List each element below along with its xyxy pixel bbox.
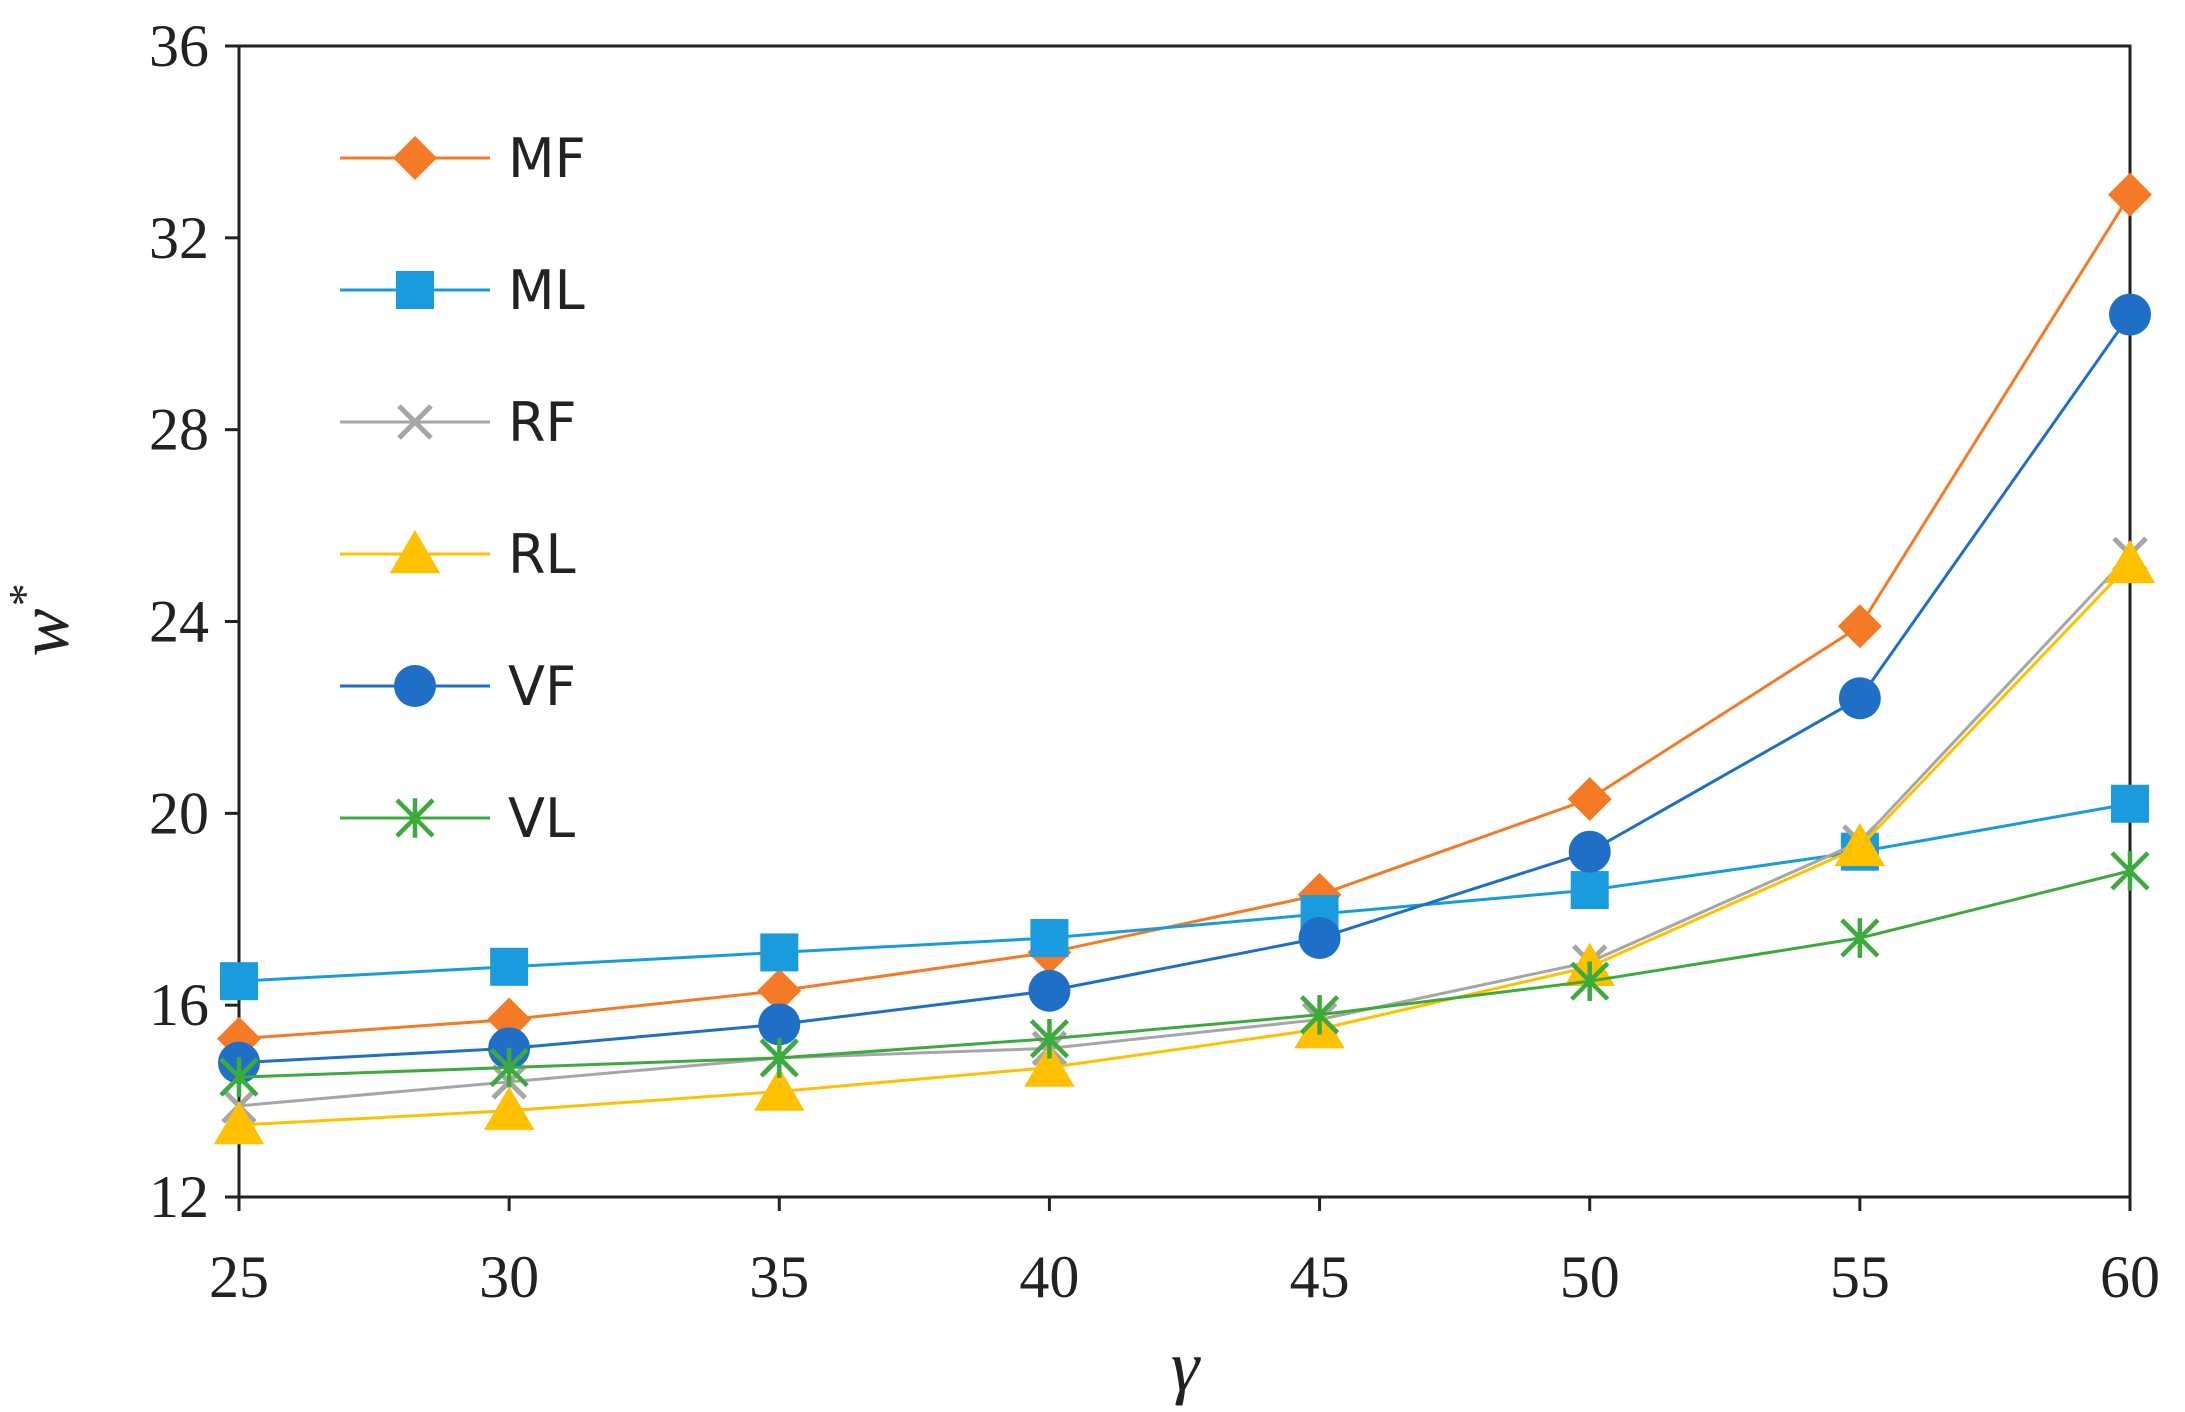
legend-marker xyxy=(394,665,436,707)
data-point-vf xyxy=(758,1003,801,1046)
legend-label: RF xyxy=(508,391,577,454)
legend-label: VL xyxy=(508,787,575,850)
data-point-rl xyxy=(754,1067,805,1111)
y-tick-label: 32 xyxy=(149,205,209,271)
data-point-mf xyxy=(1837,604,1882,649)
series-line-ml xyxy=(238,802,2131,983)
x-tick-label: 60 xyxy=(2100,1244,2160,1310)
series-layer xyxy=(213,172,2156,1145)
data-point-vf xyxy=(1298,917,1341,960)
x-tick-label: 25 xyxy=(209,1244,269,1310)
y-axis-title-superscript: * xyxy=(0,585,50,608)
legend-label: RL xyxy=(508,523,576,586)
legend-item-ml: ML xyxy=(340,259,585,322)
legend-label: ML xyxy=(508,259,585,322)
y-axis-title-main: w xyxy=(4,608,84,656)
x-tick-label: 30 xyxy=(479,1244,539,1310)
x-axis-title: γ xyxy=(1171,1326,1201,1406)
legend: MF ML RF RL VF VL xyxy=(340,127,586,850)
y-tick-label: 24 xyxy=(149,589,209,655)
data-point-vl xyxy=(489,1047,529,1088)
legend-item-vl: VL xyxy=(340,787,575,850)
legend-label: MF xyxy=(508,127,586,190)
x-tick-label: 45 xyxy=(1290,1244,1350,1310)
series-line-vl xyxy=(238,869,2131,1079)
data-point-vl xyxy=(1029,1018,1070,1059)
y-tick-label: 20 xyxy=(149,780,209,846)
series-line-vf xyxy=(238,313,2132,1065)
legend-marker xyxy=(396,271,434,309)
x-tick-label: 55 xyxy=(1830,1244,1890,1310)
data-point-mf xyxy=(2108,172,2152,217)
data-point-rl xyxy=(213,1101,265,1145)
data-point-ml xyxy=(1030,919,1069,958)
data-point-vf xyxy=(2109,293,2151,336)
data-point-vl xyxy=(219,1057,259,1097)
series-line-mf xyxy=(238,193,2132,1041)
y-tick-label: 28 xyxy=(149,397,209,463)
series-line-rl xyxy=(238,562,2132,1127)
data-point-vf xyxy=(1568,830,1611,873)
series-mf xyxy=(217,172,2152,1061)
data-point-ml xyxy=(490,947,529,986)
legend-marker xyxy=(397,404,433,440)
legend-item-mf: MF xyxy=(340,127,586,190)
y-tick-label: 12 xyxy=(149,1164,209,1230)
legend-item-rl: RL xyxy=(340,523,576,586)
legend-label: VF xyxy=(508,655,576,718)
x-tick-label: 40 xyxy=(1019,1244,1079,1310)
data-point-rl xyxy=(2104,539,2156,584)
data-point-rl xyxy=(483,1086,535,1130)
data-point-vl xyxy=(759,1038,799,1078)
legend-marker xyxy=(389,530,441,574)
data-point-rl xyxy=(1834,822,1886,867)
data-point-ml xyxy=(1570,871,1609,910)
data-point-rl xyxy=(1024,1043,1075,1087)
data-point-vf xyxy=(1838,677,1881,720)
data-point-ml xyxy=(2111,784,2149,823)
legend-marker xyxy=(393,136,437,180)
data-point-vl xyxy=(1840,918,1880,958)
series-line-rf xyxy=(238,553,2132,1108)
y-tick-label: 36 xyxy=(149,13,209,79)
data-point-mf xyxy=(757,968,802,1013)
data-point-mf xyxy=(487,997,532,1042)
data-point-ml xyxy=(220,962,258,1001)
data-point-vf xyxy=(1028,969,1071,1012)
data-point-vl xyxy=(2110,851,2150,891)
x-axis: 25 30 35 40 45 50 55 60 xyxy=(209,1197,2160,1310)
legend-marker xyxy=(395,798,435,838)
data-point-ml xyxy=(760,933,799,972)
y-axis-title: w* xyxy=(0,585,84,656)
x-tick-label: 50 xyxy=(1560,1244,1620,1310)
legend-item-rf: RF xyxy=(340,391,577,454)
legend-item-vf: VF xyxy=(340,655,576,718)
x-tick-label: 35 xyxy=(749,1244,809,1310)
data-point-vl xyxy=(1299,994,1340,1035)
data-point-vl xyxy=(1570,961,1610,1001)
y-axis: 12 16 20 24 28 32 36 xyxy=(149,13,239,1230)
data-point-mf xyxy=(1567,776,1612,821)
y-tick-label: 16 xyxy=(149,972,209,1038)
series-vl xyxy=(219,851,2150,1097)
svg-text:w*: w* xyxy=(0,585,84,656)
